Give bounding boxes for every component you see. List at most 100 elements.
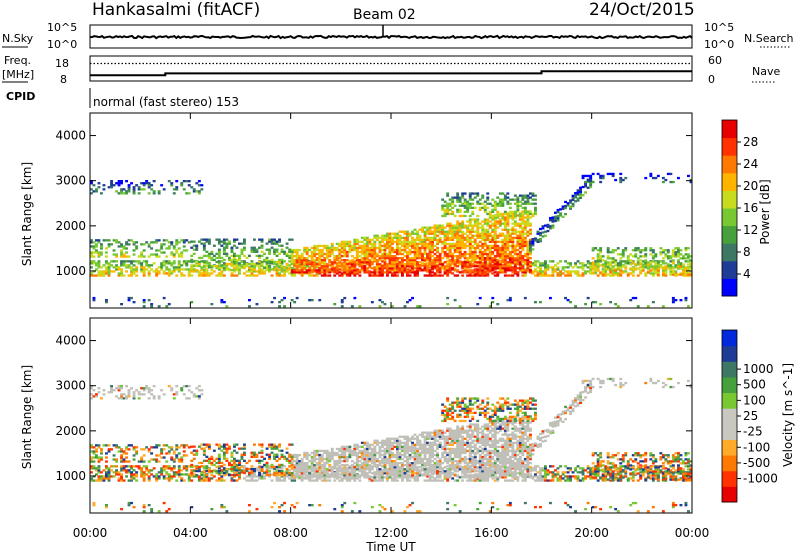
power-cell	[486, 259, 490, 262]
velocity-cell	[260, 473, 264, 476]
power-cell	[438, 274, 442, 277]
velocity-cell	[624, 467, 628, 470]
power-cell	[411, 242, 414, 246]
power-cell	[401, 257, 404, 260]
power-cell	[333, 259, 337, 262]
power-cell	[140, 253, 144, 256]
power-cell	[90, 260, 93, 263]
power-cell	[255, 264, 259, 267]
power-cell	[677, 253, 680, 256]
velocity-cell	[182, 465, 186, 468]
power-cell	[122, 247, 126, 250]
power-cell	[167, 245, 171, 248]
power-cell	[486, 248, 490, 252]
velocity-cell	[258, 469, 261, 472]
velocity-cell	[619, 469, 623, 472]
power-cell	[335, 269, 339, 272]
power-cell	[391, 305, 394, 308]
nave-axis-bottom: 0	[708, 73, 715, 86]
power-cell	[664, 255, 668, 258]
power-cell	[506, 263, 510, 266]
power-cell	[205, 274, 209, 277]
power-cell	[263, 272, 266, 275]
velocity-cell	[255, 467, 259, 470]
power-cell	[238, 256, 241, 260]
velocity-cell	[190, 479, 194, 482]
power-cell	[258, 260, 261, 264]
power-cell	[473, 259, 477, 262]
power-cell	[498, 267, 502, 270]
power-cell	[488, 234, 492, 237]
power-cell	[323, 246, 327, 250]
power-cell	[190, 246, 194, 249]
power-cell	[200, 242, 204, 245]
power-cell	[393, 234, 397, 237]
power-cell	[363, 269, 367, 272]
power-cell	[370, 244, 374, 248]
power-cell	[451, 257, 455, 260]
power-cell	[338, 274, 342, 277]
power-cell	[594, 263, 598, 266]
power-cell	[426, 238, 429, 241]
power-cell	[167, 274, 171, 277]
power-cell	[318, 272, 322, 275]
velocity-cell	[270, 473, 274, 476]
power-cell	[310, 257, 314, 260]
power-cell	[486, 202, 490, 205]
power-cell	[428, 257, 432, 260]
power-cell	[478, 208, 482, 211]
power-cell	[92, 251, 96, 254]
power-cell	[182, 249, 186, 252]
power-cell	[416, 242, 419, 246]
power-cell	[671, 249, 675, 252]
power-cell	[320, 255, 324, 258]
power-cell	[260, 272, 264, 275]
power-cell	[408, 234, 412, 237]
power-cell	[135, 245, 139, 248]
power-cell	[518, 230, 522, 233]
power-cell	[358, 305, 362, 308]
power-cell	[616, 305, 620, 308]
power-cell	[378, 269, 382, 272]
power-cell	[596, 255, 600, 258]
power-cell	[197, 260, 201, 264]
power-cell	[401, 274, 404, 277]
power-cell	[225, 268, 229, 271]
power-cell	[523, 238, 527, 241]
velocity-cell	[147, 475, 151, 478]
power-cell	[280, 244, 284, 247]
power-cell	[381, 252, 384, 256]
power-cell	[481, 250, 485, 254]
power-cell	[290, 271, 294, 274]
velocity-cell	[428, 479, 432, 482]
power-cell	[323, 267, 327, 270]
power-cell	[418, 261, 422, 264]
power-cell	[483, 267, 487, 270]
power-cell	[240, 252, 244, 255]
power-cell	[318, 299, 322, 302]
power-cell	[318, 257, 322, 260]
power-cell	[370, 248, 374, 252]
power-cell	[416, 265, 419, 268]
power-cell	[478, 269, 482, 272]
power-y-axis-label: Slant Range [km]	[20, 162, 34, 266]
power-cell	[556, 211, 560, 214]
power-cell	[544, 234, 547, 237]
power-cell	[180, 239, 184, 242]
velocity-cell	[531, 475, 535, 478]
power-cell	[649, 264, 653, 267]
power-cell	[601, 271, 605, 274]
power-cell	[461, 230, 465, 233]
power-cell	[343, 265, 347, 268]
velocity-cell	[338, 479, 342, 482]
power-cell	[428, 240, 432, 243]
power-cell	[217, 252, 221, 255]
velocity-cell	[155, 475, 159, 478]
power-cell	[383, 244, 387, 248]
power-cell	[388, 265, 392, 268]
power-cell	[378, 248, 382, 252]
power-cell	[468, 250, 472, 254]
power-cell	[456, 230, 460, 233]
power-cell	[506, 248, 510, 252]
power-cell	[463, 242, 467, 246]
